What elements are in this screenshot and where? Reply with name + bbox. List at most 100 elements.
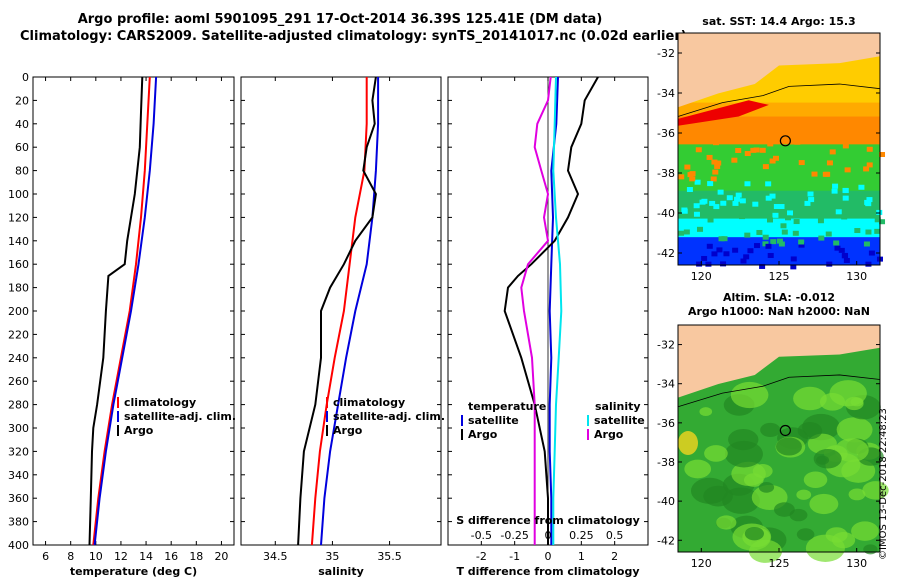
- sla-blob: [825, 527, 848, 543]
- map-title: sat. SST: 14.4 Argo: 15.3: [702, 15, 855, 28]
- sst-pixel: [699, 199, 706, 205]
- sst-pixel: [769, 158, 776, 164]
- x-tick-label: 35: [325, 550, 339, 563]
- sla-blob: [836, 417, 873, 443]
- series-line-salinity-argo: [520, 76, 552, 545]
- sst-pixel: [717, 189, 724, 195]
- sst-pixel: [876, 209, 883, 215]
- sla-high-patch: [678, 431, 698, 456]
- sst-pixel: [697, 226, 704, 232]
- y-tick-label: 200: [8, 305, 29, 318]
- x-tick-label: -1: [509, 550, 520, 563]
- y-tick-label: 260: [8, 375, 29, 388]
- map-x-tick-label: 120: [691, 557, 712, 570]
- sla-blob: [704, 445, 728, 462]
- sst-pixel: [707, 181, 714, 187]
- sst-pixel: [732, 247, 739, 253]
- sst-pixel: [710, 176, 717, 182]
- sst-pixel: [804, 200, 811, 206]
- sst-pixel: [829, 149, 836, 155]
- sst-pixel: [753, 147, 760, 153]
- legend-label: Argo: [468, 428, 498, 441]
- sst-pixel: [684, 164, 691, 170]
- sst-pixel: [798, 160, 805, 166]
- y-tick-label: 100: [8, 188, 29, 201]
- legend-title: temperature: [468, 400, 546, 413]
- sla-blob: [774, 502, 795, 517]
- sst-pixel: [750, 147, 757, 153]
- sst-pixel: [678, 174, 685, 180]
- top-tick-label: -0.25: [500, 529, 528, 542]
- sst-warm-patch: [678, 100, 769, 126]
- sla-blob: [829, 380, 867, 407]
- map-y-tick-label: -42: [657, 247, 675, 260]
- sst-pixel: [863, 241, 870, 247]
- sst-pixel: [874, 228, 881, 234]
- sst-pixel: [767, 217, 774, 223]
- credit-text: ©IMOS 13-Dec-2018 22:48:23: [878, 408, 889, 560]
- legend-label: Argo: [594, 428, 624, 441]
- legend-label: satellite-adj. clim.: [124, 410, 236, 423]
- sst-pixel: [865, 201, 872, 207]
- map-y-tick-label: -38: [657, 456, 675, 469]
- map-x-tick-label: 130: [846, 557, 867, 570]
- sst-pixel: [831, 188, 838, 194]
- sst-pixel: [689, 176, 696, 182]
- sst-pixel: [693, 211, 700, 217]
- map-x-tick-label: 120: [691, 270, 712, 283]
- y-tick-label: 400: [8, 539, 29, 552]
- sst-pixel: [754, 243, 761, 249]
- map-title: Argo h1000: NaN h2000: NaN: [688, 305, 870, 318]
- sst-pixel: [879, 219, 886, 225]
- x-tick-label: 35.5: [377, 550, 402, 563]
- y-tick-label: 300: [8, 422, 29, 435]
- sst-pixel: [793, 219, 800, 225]
- sst-pixel: [790, 264, 797, 270]
- sst-pixel: [838, 247, 845, 253]
- series-line-argo: [88, 76, 144, 546]
- sla-blob: [796, 528, 815, 541]
- y-tick-label: 320: [8, 445, 29, 458]
- y-tick-label: 180: [8, 282, 29, 295]
- map-y-tick-label: -40: [657, 495, 675, 508]
- sst-pixel: [696, 261, 703, 267]
- sst-pixel: [726, 195, 733, 201]
- sst-pixel: [841, 214, 848, 220]
- sst-pixel: [787, 210, 794, 216]
- top-tick-label: 0: [545, 529, 552, 542]
- x-tick-label: 34.5: [263, 550, 288, 563]
- sst-pixel: [811, 171, 818, 177]
- sla-blob: [863, 544, 878, 555]
- x-axis-label: temperature (deg C): [70, 565, 197, 578]
- sst-pixel: [832, 183, 839, 189]
- sst-pixel: [759, 147, 766, 153]
- sst-pixel: [834, 245, 841, 251]
- y-tick-label: 120: [8, 211, 29, 224]
- plot-frame: [32, 76, 235, 546]
- series-line-satellite-adj-clim-: [93, 76, 158, 546]
- top-tick-label: -0.5: [471, 529, 492, 542]
- map-y-tick-label: -36: [657, 417, 675, 430]
- sst-pixel: [842, 195, 849, 201]
- sst-pixel: [739, 214, 746, 220]
- sst-pixel: [781, 229, 788, 235]
- legend-label: Argo: [333, 424, 363, 437]
- sst-pixel: [772, 155, 779, 161]
- x-tick-label: 12: [114, 550, 128, 563]
- sst-pixel: [709, 200, 716, 206]
- sst-pixel: [716, 247, 723, 253]
- sst-pixel: [807, 191, 814, 197]
- sla-blob: [758, 482, 775, 493]
- sst-pixel: [740, 258, 747, 264]
- sla-blob: [851, 521, 879, 541]
- sst-pixel: [842, 143, 849, 149]
- y-tick-label: 360: [8, 492, 29, 505]
- sst-pixel: [773, 204, 780, 210]
- legend-label: satellite: [594, 414, 645, 427]
- x-tick-label: 20: [214, 550, 228, 563]
- sst-pixel: [825, 231, 832, 237]
- x-tick-label: 10: [89, 550, 103, 563]
- map-y-tick-label: -32: [657, 47, 675, 60]
- sst-pixel: [735, 147, 742, 153]
